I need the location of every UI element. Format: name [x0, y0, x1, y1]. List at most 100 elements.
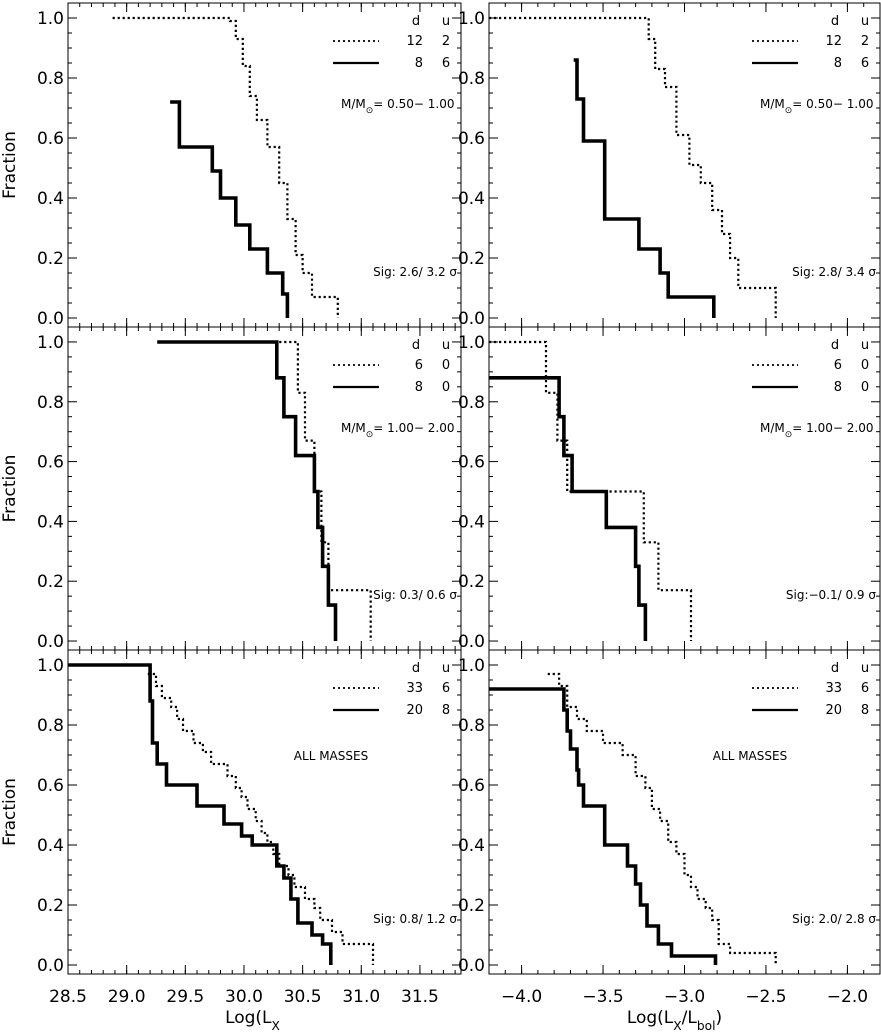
panel-r2-c1-series-dotted [547, 672, 777, 965]
xtick-label-c1: −3.0 [664, 987, 705, 1007]
panel-r0-c1-legend-u-value: 2 [861, 34, 869, 49]
panel-r1-c1-ytick-label: 0.2 [458, 572, 485, 592]
panel-r1-c0-legend-d-value: 6 [415, 358, 423, 373]
panel-r0-c1-series-dotted [489, 16, 777, 318]
ylabel-row-0: Fraction [0, 131, 20, 199]
xtick-label-c1: −2.5 [745, 987, 786, 1007]
panel-r0-c0-legend-header-d: d [412, 14, 420, 29]
panel-r2-c1-legend-header-u: u [861, 661, 869, 676]
panel-r2-c1-legend-u-value: 8 [861, 703, 869, 718]
panel-r2-c1-ytick-label: 1.0 [458, 656, 485, 676]
panel-r2-c0-legend-header-u: u [442, 661, 450, 676]
xtick-label-c0: 30.5 [284, 987, 322, 1007]
panel-r0-c1-ytick-label: 1.0 [458, 9, 485, 29]
panel-r0-c0-legend-u-value: 6 [442, 56, 450, 71]
panel-r0-c0-ytick-label: 0.0 [37, 309, 64, 329]
panel-r0-c1-ytick-label: 0.0 [458, 309, 485, 329]
panel-r0-c1-legend-d-value: 8 [834, 56, 842, 71]
panel-r0-c0-legend-header-u: u [442, 14, 450, 29]
xtick-label-c1: −4.0 [501, 987, 542, 1007]
panel-r2-c0-series-dotted [147, 672, 375, 965]
panel-r0-c0-ytick-label: 1.0 [37, 9, 64, 29]
panel-r1-c0-ytick-label: 0.2 [37, 572, 64, 592]
panel-r2-c1-ytick-label: 0.8 [458, 716, 485, 736]
panel-r1-c1-legend-d-value: 8 [834, 380, 842, 395]
panel-r2-c0-legend-u-value: 6 [442, 681, 450, 696]
panel-r2-c0-mass-label: ALL MASSES [294, 749, 368, 763]
panel-r2-c0-ytick-label: 1.0 [37, 656, 64, 676]
xtick-label-c0: 30.0 [225, 987, 263, 1007]
panel-r1-c1-legend-d-value: 6 [834, 358, 842, 373]
panel-r2-c0-legend-u-value: 8 [442, 703, 450, 718]
panel-r0-c1-series-solid [573, 58, 716, 318]
panel-r1-c0-legend-header-u: u [442, 338, 450, 353]
panel-r2-c0-legend-d-value: 33 [406, 681, 423, 696]
panel-r1-c0-legend-d-value: 8 [415, 380, 423, 395]
xtick-label-c0: 29.0 [108, 987, 146, 1007]
panel-r1-c0-series-solid [157, 340, 338, 641]
panel-r1-c1-ytick-label: 0.6 [458, 453, 485, 473]
panel-r0-c0-legend-u-value: 2 [442, 34, 450, 49]
ylabel-row-2: Fraction [0, 778, 20, 846]
panel-r2-c1-legend-u-value: 6 [861, 681, 869, 696]
panel-r0-c1-legend-header-d: d [831, 14, 839, 29]
panel-r0-c1-sig-label: Sig: 2.8/ 3.4 σ [792, 265, 876, 279]
panel-r2-c1-legend-header-d: d [831, 661, 839, 676]
xtick-label-c0: 31.0 [342, 987, 380, 1007]
panel-r0-c1-mass-label: M/M⊙= 0.50− 1.00 [760, 97, 873, 116]
panel-r1-c1-series-solid [489, 376, 648, 641]
xtick-label-c0: 31.5 [401, 987, 439, 1007]
panel-r1-c1-ytick-label: 0.0 [458, 632, 485, 652]
panel-r0-c0-ytick-label: 0.8 [37, 69, 64, 89]
panel-r0-c1-ytick-label: 0.2 [458, 249, 485, 269]
panel-r0-c0-sig-label: Sig: 2.6/ 3.2 σ [373, 265, 457, 279]
xtick-label-c0: 29.5 [166, 987, 204, 1007]
xtick-label-c1: −2.0 [827, 987, 868, 1007]
panel-r0-c0-legend-d-value: 8 [415, 56, 423, 71]
panel-r1-c1-sig-label: Sig:−0.1/ 0.9 σ [786, 588, 877, 602]
panel-r1-c1-legend-u-value: 0 [861, 358, 869, 373]
panel-r2-c1-ytick-label: 0.4 [458, 836, 485, 856]
panel-r0-c0-ytick-label: 0.2 [37, 249, 64, 269]
panel-r0-c0-series-dotted [112, 16, 339, 318]
panel-r1-c1-legend-header-u: u [861, 338, 869, 353]
panel-r0-c0-mass-label: M/M⊙= 0.50− 1.00 [341, 97, 454, 116]
panel-r2-c1-legend-d-value: 33 [825, 681, 842, 696]
panel-r2-c0-sig-label: Sig: 0.8/ 1.2 σ [373, 912, 457, 926]
panel-r2-c0-legend-d-value: 20 [406, 703, 423, 718]
panel-r1-c0-legend-header-d: d [412, 338, 420, 353]
panel-r0-c0-ytick-label: 0.4 [37, 189, 64, 209]
panel-r1-c0-mass-label: M/M⊙= 1.00− 2.00 [341, 421, 454, 440]
panel-r2-c0-series-solid [68, 663, 333, 965]
panel-r1-c1-legend-u-value: 0 [861, 380, 869, 395]
panel-r2-c0-ytick-label: 0.6 [37, 776, 64, 796]
panel-r0-c1-ytick-label: 0.6 [458, 129, 485, 149]
panel-r1-c0-series-dotted [279, 340, 372, 641]
panel-r1-c1-ytick-label: 0.8 [458, 393, 485, 413]
panel-r0-c1-ytick-label: 0.8 [458, 69, 485, 89]
panel-r2-c1-ytick-label: 0.2 [458, 896, 485, 916]
panel-r1-c0-ytick-label: 0.0 [37, 632, 64, 652]
panel-r2-c0-ytick-label: 0.2 [37, 896, 64, 916]
panel-r2-c0-frame [67, 649, 462, 975]
panel-r2-c1-legend-d-value: 20 [825, 703, 842, 718]
panel-r1-c1-ytick-label: 0.4 [458, 512, 485, 532]
ylabel-row-1: Fraction [0, 455, 20, 523]
panel-r1-c0-ytick-label: 0.8 [37, 393, 64, 413]
panel-r2-c1-ytick-label: 0.0 [458, 956, 485, 976]
xtick-label-c0: 28.5 [49, 987, 87, 1007]
xtick-label-c1: −3.5 [582, 987, 623, 1007]
panel-r2-c0-ytick-label: 0.0 [37, 956, 64, 976]
panel-r1-c0-legend-u-value: 0 [442, 380, 450, 395]
panel-r0-c1-legend-u-value: 6 [861, 56, 869, 71]
panel-r1-c1-legend-header-d: d [831, 338, 839, 353]
xlabel-col-0: Log(LX [225, 1008, 280, 1033]
panel-r2-c1-series-solid [489, 687, 718, 965]
panel-r1-c0-ytick-label: 1.0 [37, 333, 64, 353]
panel-r2-c1-sig-label: Sig: 2.0/ 2.8 σ [792, 912, 876, 926]
panel-r0-c1-legend-header-u: u [861, 14, 869, 29]
panel-r1-c0-legend-u-value: 0 [442, 358, 450, 373]
panel-r1-c1-ytick-label: 1.0 [458, 333, 485, 353]
panel-r1-c1-mass-label: M/M⊙= 1.00− 2.00 [760, 421, 873, 440]
